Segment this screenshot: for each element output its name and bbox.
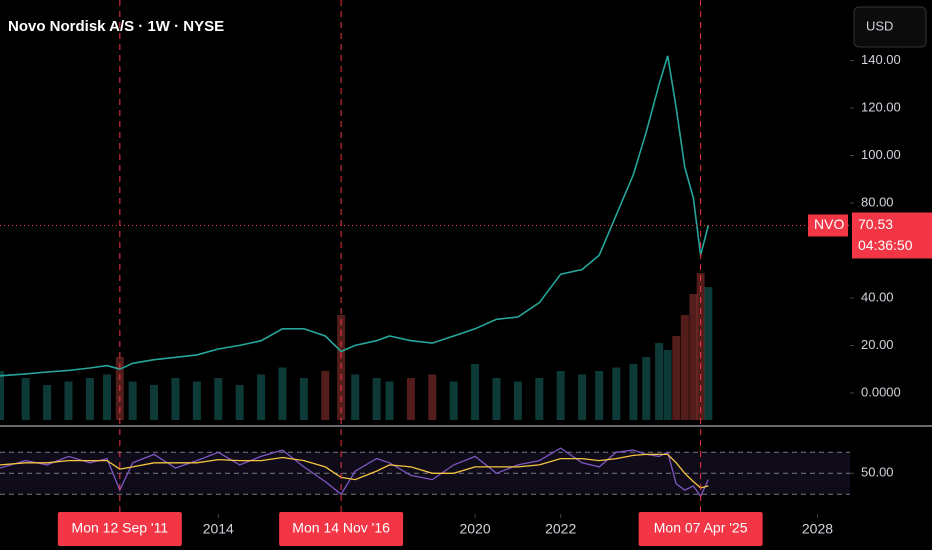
volume-bar [406, 378, 415, 420]
last-price: 70.53 [858, 216, 893, 232]
volume-bar [128, 381, 137, 420]
x-tick-label: 2014 [203, 521, 234, 537]
rsi-line [0, 447, 709, 498]
volume-bar [102, 374, 111, 420]
rsi-y-tick-label: 50.00 [861, 465, 894, 480]
marker-tag [57, 512, 182, 546]
volume-bar [642, 357, 651, 420]
volume-bar [171, 378, 180, 420]
currency-label[interactable]: USD [866, 18, 893, 33]
currency-button[interactable] [853, 6, 927, 48]
volume-bar [535, 378, 544, 420]
volume-bar [321, 371, 330, 420]
y-tick-label: 100.00 [861, 147, 901, 162]
volume-bar [449, 381, 458, 420]
y-tick-label: 140.00 [861, 52, 901, 67]
last-name-tag [808, 214, 848, 237]
volume-bar [43, 385, 52, 420]
y-tick-label: 0.0000 [861, 384, 901, 399]
volume-bar [471, 364, 480, 420]
volume-bar [612, 367, 621, 420]
x-tick-label: 2028 [802, 521, 833, 537]
volume-bar [492, 378, 501, 420]
volume-bar [278, 367, 287, 420]
marker-label: Mon 07 Apr '25 [654, 520, 748, 536]
volume-bar [257, 374, 266, 420]
marker-tag [279, 512, 404, 546]
volume-bar [578, 374, 587, 420]
volume-bar [85, 378, 94, 420]
volume-bar [214, 378, 223, 420]
volume-bar [385, 381, 394, 420]
chart-title: Novo Nordisk A/S · 1W · NYSE [8, 18, 224, 35]
last-price-tag [852, 212, 932, 259]
y-tick-label: 40.00 [861, 289, 894, 304]
volume-bar [428, 374, 437, 420]
last-name: NVO [814, 216, 844, 232]
volume-bar [64, 381, 73, 420]
marker-tag [638, 512, 763, 546]
countdown: 04:36:50 [858, 237, 913, 253]
y-tick-label: 120.00 [861, 99, 901, 114]
volume-bar [372, 378, 381, 420]
x-tick-label: 2020 [459, 521, 490, 537]
marker-label: Mon 12 Sep '11 [72, 520, 169, 536]
volume-bar [192, 381, 201, 420]
volume-bar [351, 374, 360, 420]
marker-label: Mon 14 Nov '16 [292, 520, 390, 536]
volume-bar [235, 385, 244, 420]
volume-bar [595, 371, 604, 420]
y-tick-label: 20.00 [861, 337, 894, 352]
volume-bar [680, 315, 689, 420]
volume-bar [672, 336, 681, 420]
volume-bar [0, 371, 4, 420]
volume-bar [629, 364, 638, 420]
volume-bar [150, 385, 159, 420]
rsi-ma-line [0, 453, 709, 489]
price-line [0, 55, 710, 377]
volume-bar [21, 378, 30, 420]
volume-bar [556, 371, 565, 420]
volume-bar [663, 350, 672, 420]
x-tick-label: 2022 [545, 521, 576, 537]
volume-bar [704, 287, 713, 420]
volume-bar [655, 343, 664, 420]
y-tick-label: 80.00 [861, 194, 894, 209]
volume-bar [689, 294, 698, 420]
volume-bar [513, 381, 522, 420]
volume-bar [299, 378, 308, 420]
